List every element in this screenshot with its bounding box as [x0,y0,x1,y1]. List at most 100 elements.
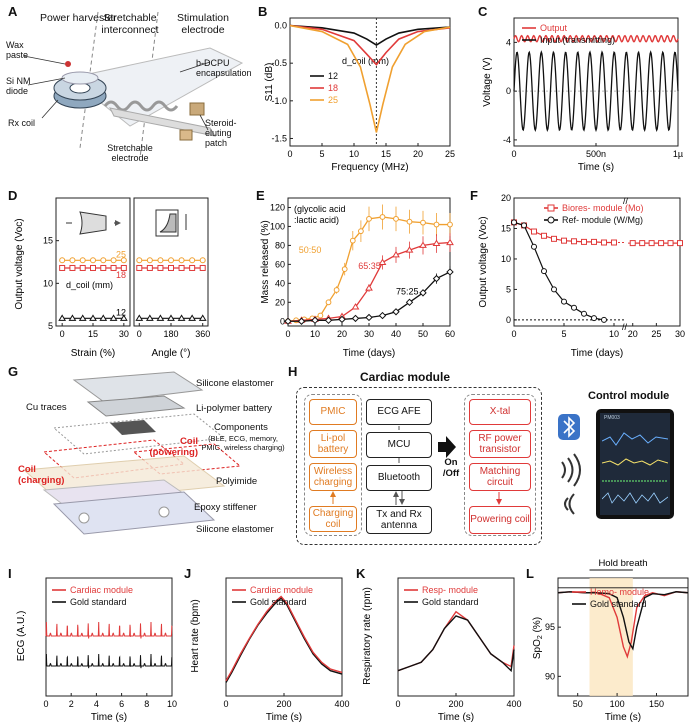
label-encapsulation: b-DCPU encapsulation [196,58,252,78]
h-wireless-symbols [558,414,581,515]
h-xtal: X-tal [469,399,531,425]
series-label: 18 [116,270,126,280]
marker [78,314,87,321]
x-tick-label: 0 [287,149,292,159]
h-tablet-screen: PM003 [596,409,674,519]
marker [392,250,400,258]
marker [531,243,537,250]
panel-label-b: B [258,4,268,19]
marker [136,264,143,271]
x-tick-label: 360 [195,329,210,339]
x-tick-label: 10 [609,329,619,339]
series-cardiac-module [225,595,343,682]
legend-label: Gold standard [70,597,127,607]
h-screen-title: PM003 [604,415,620,421]
d-bend-icon [155,209,187,237]
marker [541,232,547,239]
legend-label: Hemo- module [590,587,649,597]
x-tick-label: 30 [364,329,374,339]
legend-marker [547,204,555,212]
marker [432,274,441,283]
marker [677,240,683,247]
panel-label-e: E [256,188,265,203]
e-ylabel: Mass released (%) [260,220,271,303]
x-tick-label: 40 [391,329,401,339]
marker [199,257,206,264]
g-label-epoxy: Epoxy stiffener [194,502,257,513]
marker [365,284,373,291]
b-xlabel: Frequency (MHz) [331,162,408,173]
legend-label: Gold standard [250,597,307,607]
y-tick-label: 10 [501,254,511,264]
marker [90,257,96,264]
c-xlabel: Time (s) [578,162,614,173]
h-antenna: Tx and Rx antenna [366,506,432,534]
x-tick-label: 20 [413,149,423,159]
marker [365,313,373,322]
legend-label: Resp- module [422,585,478,595]
marker [157,264,164,271]
panel-label-h: H [288,364,298,379]
h-arrows [330,426,502,505]
marker [68,314,77,321]
legend-label: Output [540,23,568,33]
x-tick-label: 0 [60,329,65,339]
marker [333,287,340,293]
marker [446,268,454,276]
marker [168,257,174,264]
legend-label: Cardiac module [70,585,133,595]
g-label-coil-powering: Coil (powering) [149,436,198,458]
marker [311,316,319,325]
j-xlabel: Time (s) [266,712,302,723]
marker [178,257,185,264]
l-ylabel: SpO2 (%) [532,617,544,659]
marker [406,218,413,225]
panel-e-chart: Mass released (%) Time (days) (glycolic … [260,197,455,359]
marker [571,238,577,245]
marker [324,316,333,325]
x-tick-label: 2 [69,699,74,709]
x-tick-label: 0 [43,699,48,709]
marker [341,266,348,273]
marker [420,219,426,226]
signal-waves-icon [561,453,581,515]
marker [447,221,453,228]
h-right-group [464,394,536,536]
panel-label-i: I [8,566,12,581]
marker [358,228,364,235]
marker [591,238,597,245]
label-wax-paste: Wax paste [6,40,29,60]
marker [135,314,144,321]
legend-label: 18 [328,83,338,93]
x-tick-label: 5 [319,149,324,159]
axis-break-bottom: // [622,322,628,332]
marker [120,264,127,271]
marker [189,264,196,271]
panel-a-device-illustration [23,11,244,159]
y-tick-label: 20 [275,297,285,307]
marker [629,240,636,247]
legend-label: Gold standard [590,599,647,609]
marker [531,228,537,235]
b-legend-title: d_coil (mm) [342,56,389,66]
marker [189,257,196,264]
panel-f-chart: Output voltage (Voc) Time (days) 0 5 10 20 2… [478,193,685,359]
k-ylabel: Respiratory rate (rpm) [362,587,373,685]
series-output [513,34,679,43]
col-power-harvester: Power harvester [40,12,117,24]
marker [100,264,107,271]
g-label-coil-charging: Coil (charging) [18,464,65,486]
legend-label: 25 [328,95,338,105]
label-si-nm-diode: Si NM diode [6,76,31,96]
marker [351,314,360,323]
series-18 [289,24,451,66]
d-xlabel-angle: Angle (°) [151,348,190,359]
legend-label: Ref- module (W/Mg) [562,215,643,225]
marker [338,315,346,324]
marker [59,257,66,264]
marker [667,240,674,247]
marker [136,257,143,264]
y-tick-label: 95 [545,622,555,632]
marker [392,308,400,316]
